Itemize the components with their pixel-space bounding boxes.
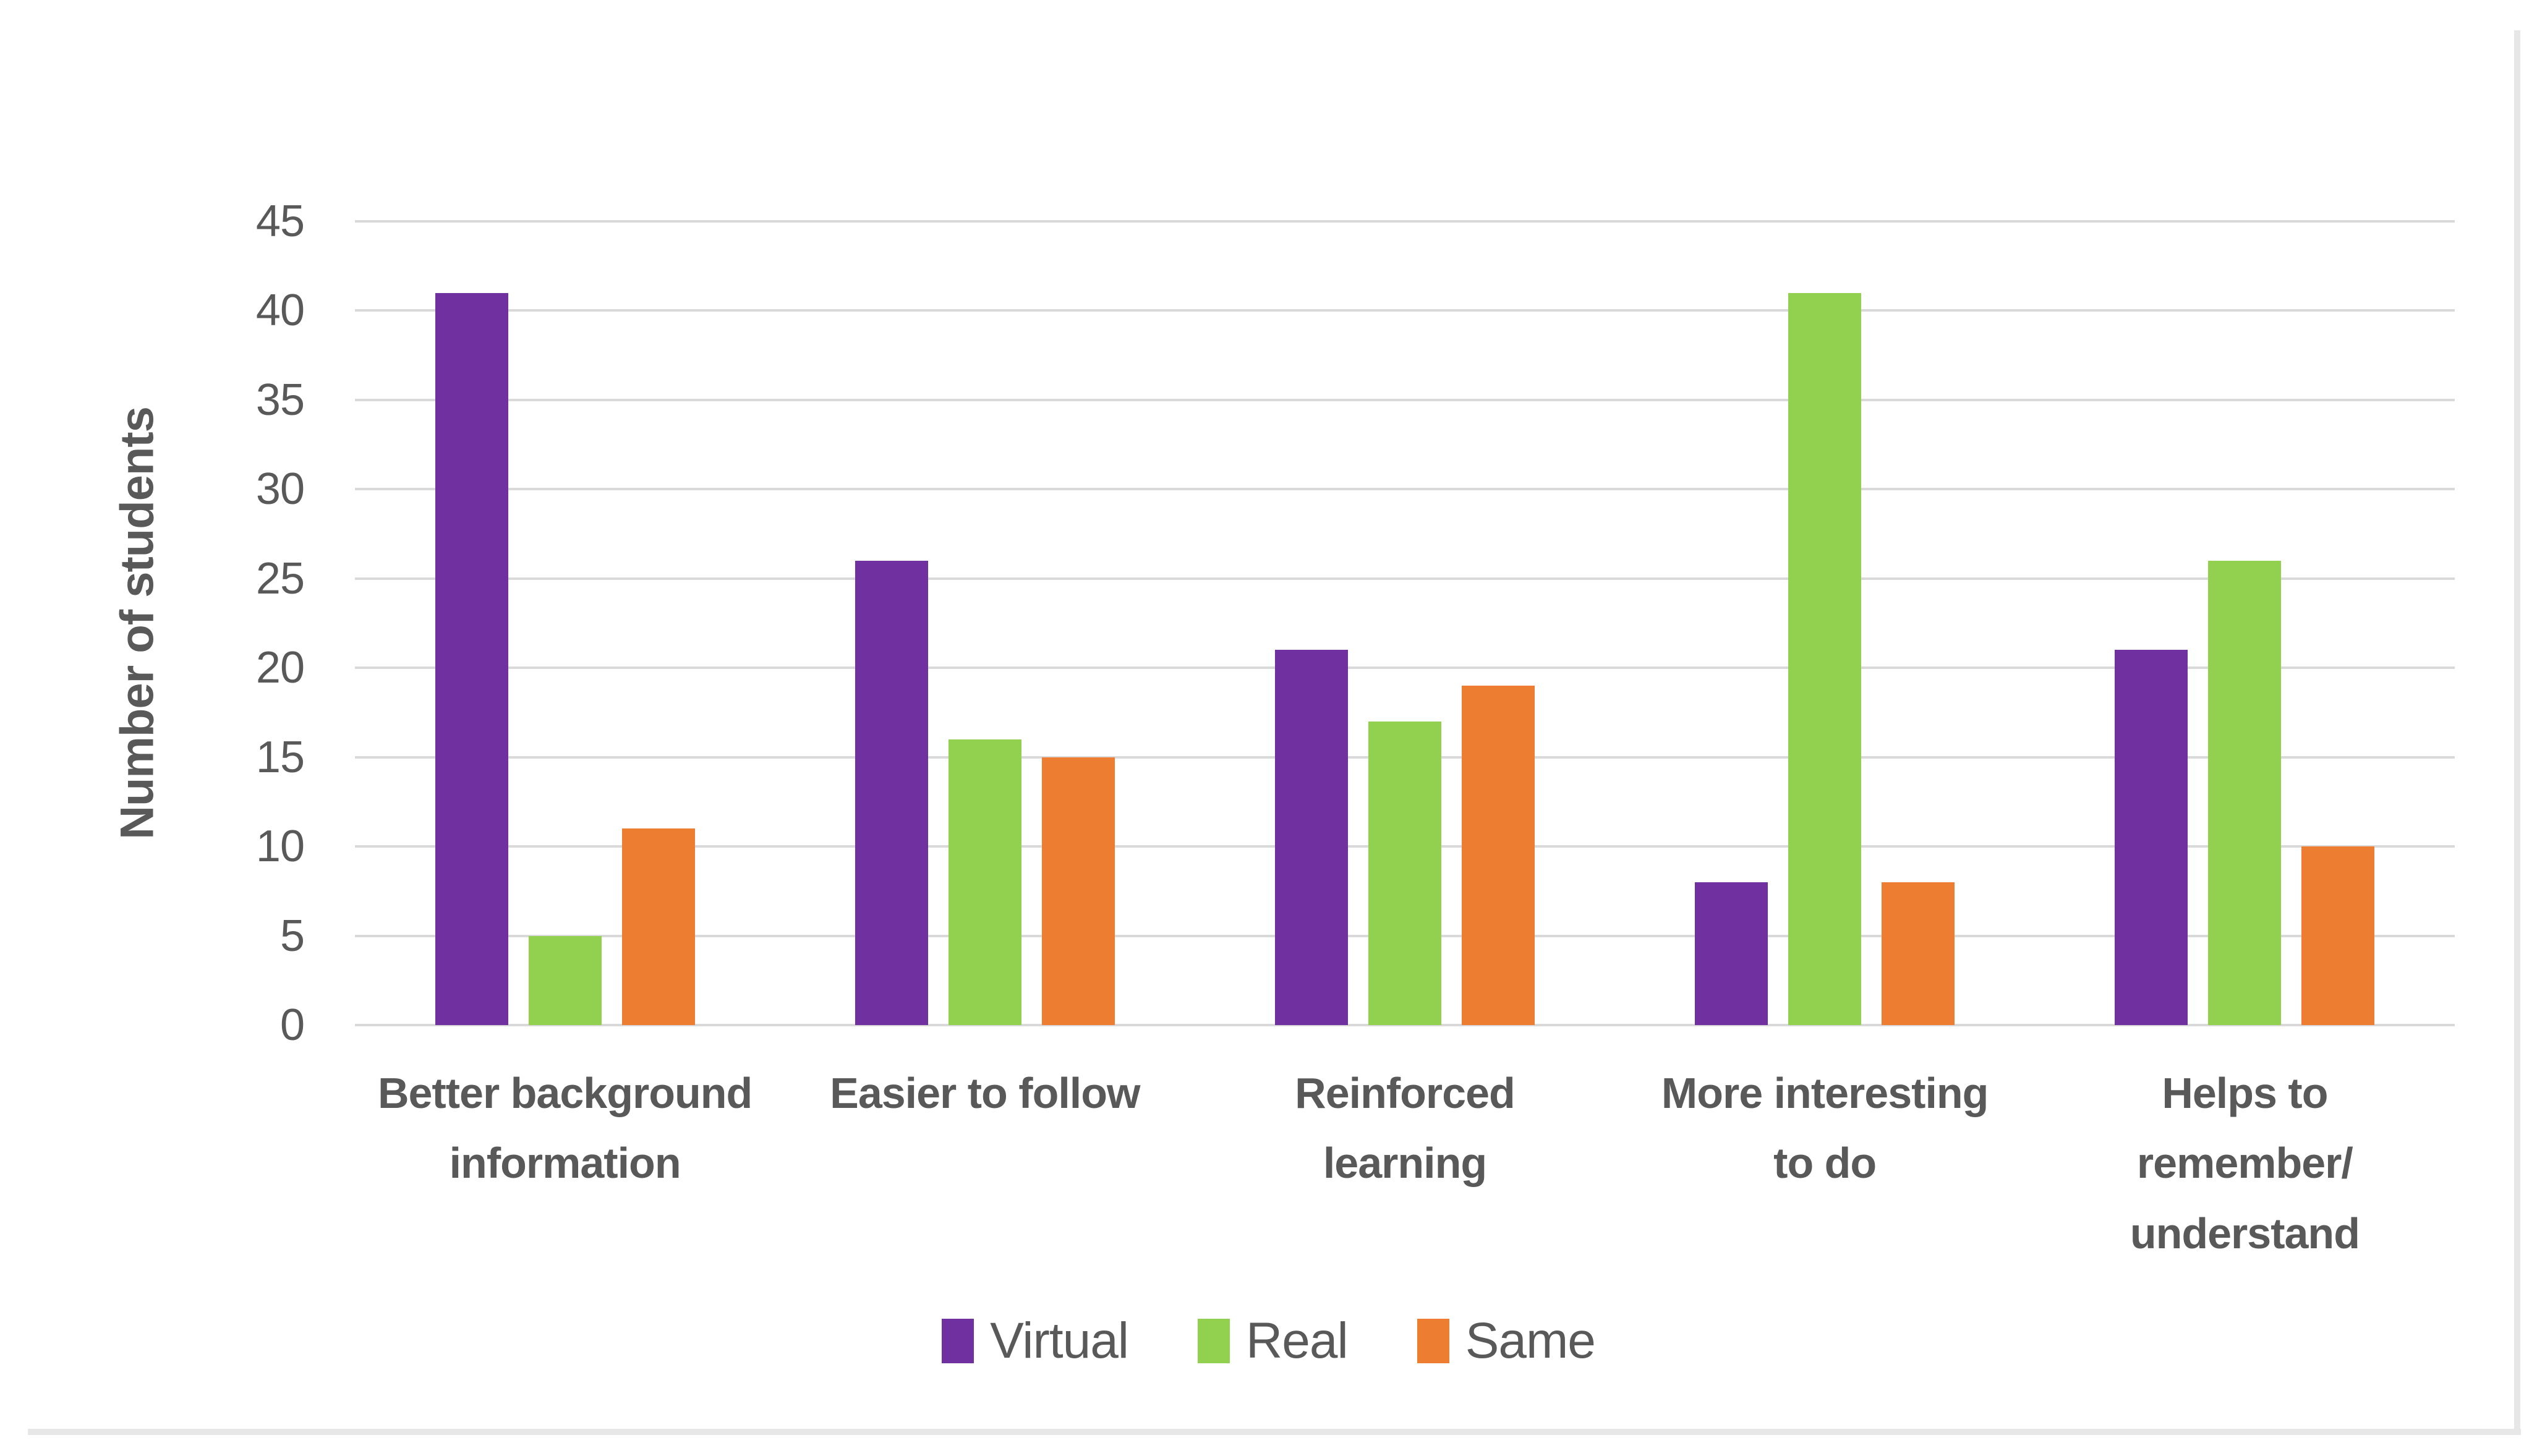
y-tick-label: 25 xyxy=(255,553,305,603)
legend-item-real: Real xyxy=(1198,1312,1349,1370)
gridline xyxy=(355,1024,2455,1026)
bar-same-category-4 xyxy=(1882,882,1955,1025)
y-tick-label: 45 xyxy=(255,197,305,246)
bar-real-category-4 xyxy=(1788,292,1862,1025)
legend-label: Same xyxy=(1465,1313,1596,1369)
gridline xyxy=(355,220,2455,223)
bar-real-category-1 xyxy=(528,935,602,1025)
bar-real-category-3 xyxy=(1368,721,1441,1025)
x-category-label: Easier to follow xyxy=(830,1069,1140,1117)
y-tick-label: 35 xyxy=(255,375,305,425)
gridline xyxy=(355,488,2455,491)
bar-virtual-category-3 xyxy=(1275,650,1348,1025)
legend-item-same: Same xyxy=(1417,1312,1596,1370)
bar-real-category-2 xyxy=(948,739,1021,1025)
y-tick-label: 30 xyxy=(255,464,305,514)
bar-same-category-2 xyxy=(1041,757,1115,1025)
bar-same-category-5 xyxy=(2301,846,2375,1025)
chart-legend: Virtual Real Same xyxy=(0,1312,2537,1370)
legend-swatch-same xyxy=(1417,1319,1449,1363)
gridline xyxy=(355,398,2455,401)
y-tick-label: 10 xyxy=(255,822,305,872)
x-category-label: Helps to remember/ understand xyxy=(2130,1069,2360,1258)
bar-virtual-category-2 xyxy=(855,560,928,1025)
y-tick-label: 5 xyxy=(279,911,305,961)
bar-same-category-1 xyxy=(621,828,695,1025)
bar-virtual-category-5 xyxy=(2115,650,2188,1025)
bar-same-category-3 xyxy=(1462,686,1535,1025)
legend-label: Virtual xyxy=(990,1313,1129,1369)
gridline xyxy=(355,309,2455,312)
x-category-label: Reinforced learning xyxy=(1295,1069,1516,1188)
bar-real-category-5 xyxy=(2208,560,2282,1025)
x-category-label: More interesting to do xyxy=(1661,1069,1989,1188)
y-tick-label: 40 xyxy=(255,286,305,336)
gridline xyxy=(355,666,2455,670)
y-tick-label: 15 xyxy=(255,732,305,782)
x-category-label: Better background information xyxy=(377,1069,753,1188)
page-border-right xyxy=(2514,30,2520,1434)
gridline xyxy=(355,577,2455,580)
legend-item-virtual: Virtual xyxy=(942,1312,1129,1370)
legend-swatch-real xyxy=(1198,1319,1230,1363)
legend-label: Real xyxy=(1246,1313,1349,1369)
y-tick-label: 20 xyxy=(255,643,305,693)
y-tick-label: 0 xyxy=(279,1000,305,1050)
bar-virtual-category-1 xyxy=(435,292,508,1025)
legend-swatch-virtual xyxy=(942,1319,974,1363)
bar-virtual-category-4 xyxy=(1695,882,1768,1025)
page-border-bottom xyxy=(28,1429,2521,1435)
